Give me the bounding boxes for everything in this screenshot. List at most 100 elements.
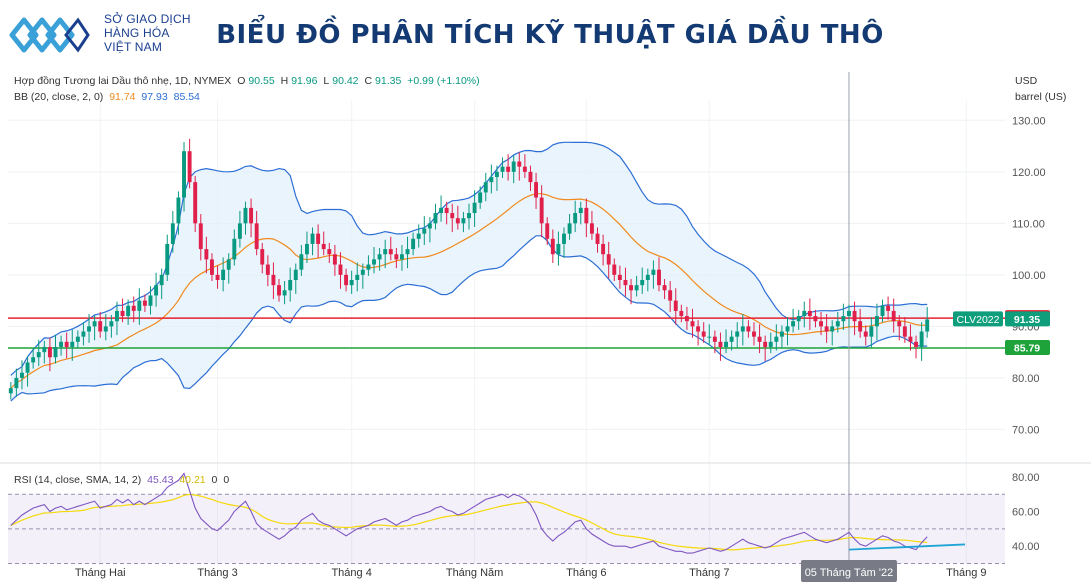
candle-body <box>774 336 779 342</box>
candle-body <box>237 223 242 239</box>
candle-body <box>8 388 13 394</box>
candle-body <box>165 243 170 275</box>
candle-body <box>869 326 874 337</box>
candle-body <box>433 213 438 224</box>
candle-body <box>265 264 270 275</box>
low-value: 90.42 <box>332 75 359 87</box>
candle-body <box>791 321 796 327</box>
candle-body <box>75 336 80 342</box>
high-value: 91.96 <box>291 75 318 87</box>
candle-body <box>148 295 153 306</box>
vnx-logo-icon <box>9 17 90 53</box>
candle-body <box>92 321 97 327</box>
candle-body <box>81 331 86 337</box>
ohlc-legend: Hợp đồng Tương lai Dầu thô nhẹ, 1D, NYME… <box>14 75 483 87</box>
bb-lower-value: 85.54 <box>173 91 200 103</box>
close-value: 91.35 <box>375 75 402 87</box>
candle-body <box>20 372 24 378</box>
candle-body <box>863 331 868 337</box>
candle-body <box>606 254 611 265</box>
candle-body <box>584 207 589 224</box>
candle-body <box>349 280 354 286</box>
candle-body <box>260 249 265 265</box>
candle-body <box>399 254 404 260</box>
candle-body <box>304 243 309 255</box>
candle-body <box>891 310 896 322</box>
candle-body <box>880 305 885 317</box>
candles <box>8 138 930 400</box>
candle-body <box>785 326 790 332</box>
candle-body <box>796 316 801 322</box>
candle-body <box>366 264 371 270</box>
candle-body <box>64 341 69 347</box>
price-label-bg <box>1005 340 1050 356</box>
candle-body <box>830 326 835 332</box>
rsi-extra-2: 0 <box>223 474 230 486</box>
candle-body <box>204 249 209 260</box>
candle-body <box>679 310 684 317</box>
candle-body <box>595 233 600 244</box>
candle-body <box>746 326 751 332</box>
candle-body <box>852 310 857 322</box>
candle-body <box>467 213 471 219</box>
candle-body <box>802 310 807 317</box>
symbol-tag-bg <box>953 311 1003 327</box>
candle-body <box>712 336 717 342</box>
candle-body <box>372 259 376 265</box>
candle-body <box>360 269 365 275</box>
price-label-value: 85.79 <box>1014 343 1040 355</box>
rsi-line <box>10 472 928 554</box>
candle-body <box>494 171 499 177</box>
candle-body <box>819 321 823 327</box>
candle-body <box>824 326 829 332</box>
header: SỞ GIAO DỊCH HÀNG HÓA VIỆT NAM BIỂU ĐỒ P… <box>0 0 1091 70</box>
candle-body <box>562 233 566 244</box>
candle-body <box>137 300 142 311</box>
candle-body <box>589 223 594 234</box>
time-tick-label: Tháng 6 <box>566 567 606 579</box>
candle-body <box>617 274 622 280</box>
rsi-legend: RSI (14, close, SMA, 14, 2) 45.43 40.21 … <box>14 474 232 486</box>
price-unit-top: USD <box>1015 75 1038 87</box>
candle-body <box>131 305 136 311</box>
candle-body <box>578 207 583 214</box>
bb-legend: BB (20, close, 2, 0) 91.74 97.93 85.54 <box>14 91 203 103</box>
candle-body <box>299 254 304 270</box>
candle-body <box>707 336 712 338</box>
candle-body <box>684 316 689 322</box>
bollinger-bands <box>10 141 928 402</box>
candle-body <box>461 218 466 224</box>
page-title: BIỂU ĐỒ PHÂN TÍCH KỸ THUẬT GIÁ DẦU THÔ <box>216 20 884 50</box>
price-tick-label: 70.00 <box>1012 424 1040 436</box>
price-tick-label: 100.00 <box>1012 270 1046 282</box>
candle-body <box>763 341 768 347</box>
candle-body <box>612 264 617 275</box>
candle-body <box>394 254 399 260</box>
candle-body <box>332 254 337 265</box>
rsi-trendline <box>848 543 966 551</box>
candle-body <box>629 285 634 291</box>
rsi-tick-label: 80.00 <box>1012 472 1040 484</box>
candle-body <box>232 238 237 260</box>
candle-body <box>500 166 505 172</box>
candle-body <box>293 269 298 280</box>
candle-body <box>724 341 728 347</box>
candle-body <box>545 223 550 239</box>
candle-body <box>444 207 449 214</box>
bb-lower-line <box>10 235 928 402</box>
candle-body <box>696 326 701 332</box>
candle-body <box>36 352 41 358</box>
candle-body <box>126 305 131 317</box>
candle-body <box>640 280 645 286</box>
open-label: O <box>237 75 246 87</box>
candle-body <box>528 171 533 183</box>
crosshair-date-label: 05 Tháng Tám '22 <box>805 567 894 579</box>
symbol-name: Hợp đồng Tương lai Dầu thô nhẹ, 1D, NYME… <box>14 75 232 87</box>
rsi-sma-value: 40.21 <box>179 474 206 486</box>
candle-body <box>142 300 147 306</box>
candle-body <box>908 336 913 342</box>
time-tick-label: Tháng 9 <box>946 567 986 579</box>
price-tick-label: 110.00 <box>1012 218 1045 230</box>
candle-body <box>902 326 907 337</box>
